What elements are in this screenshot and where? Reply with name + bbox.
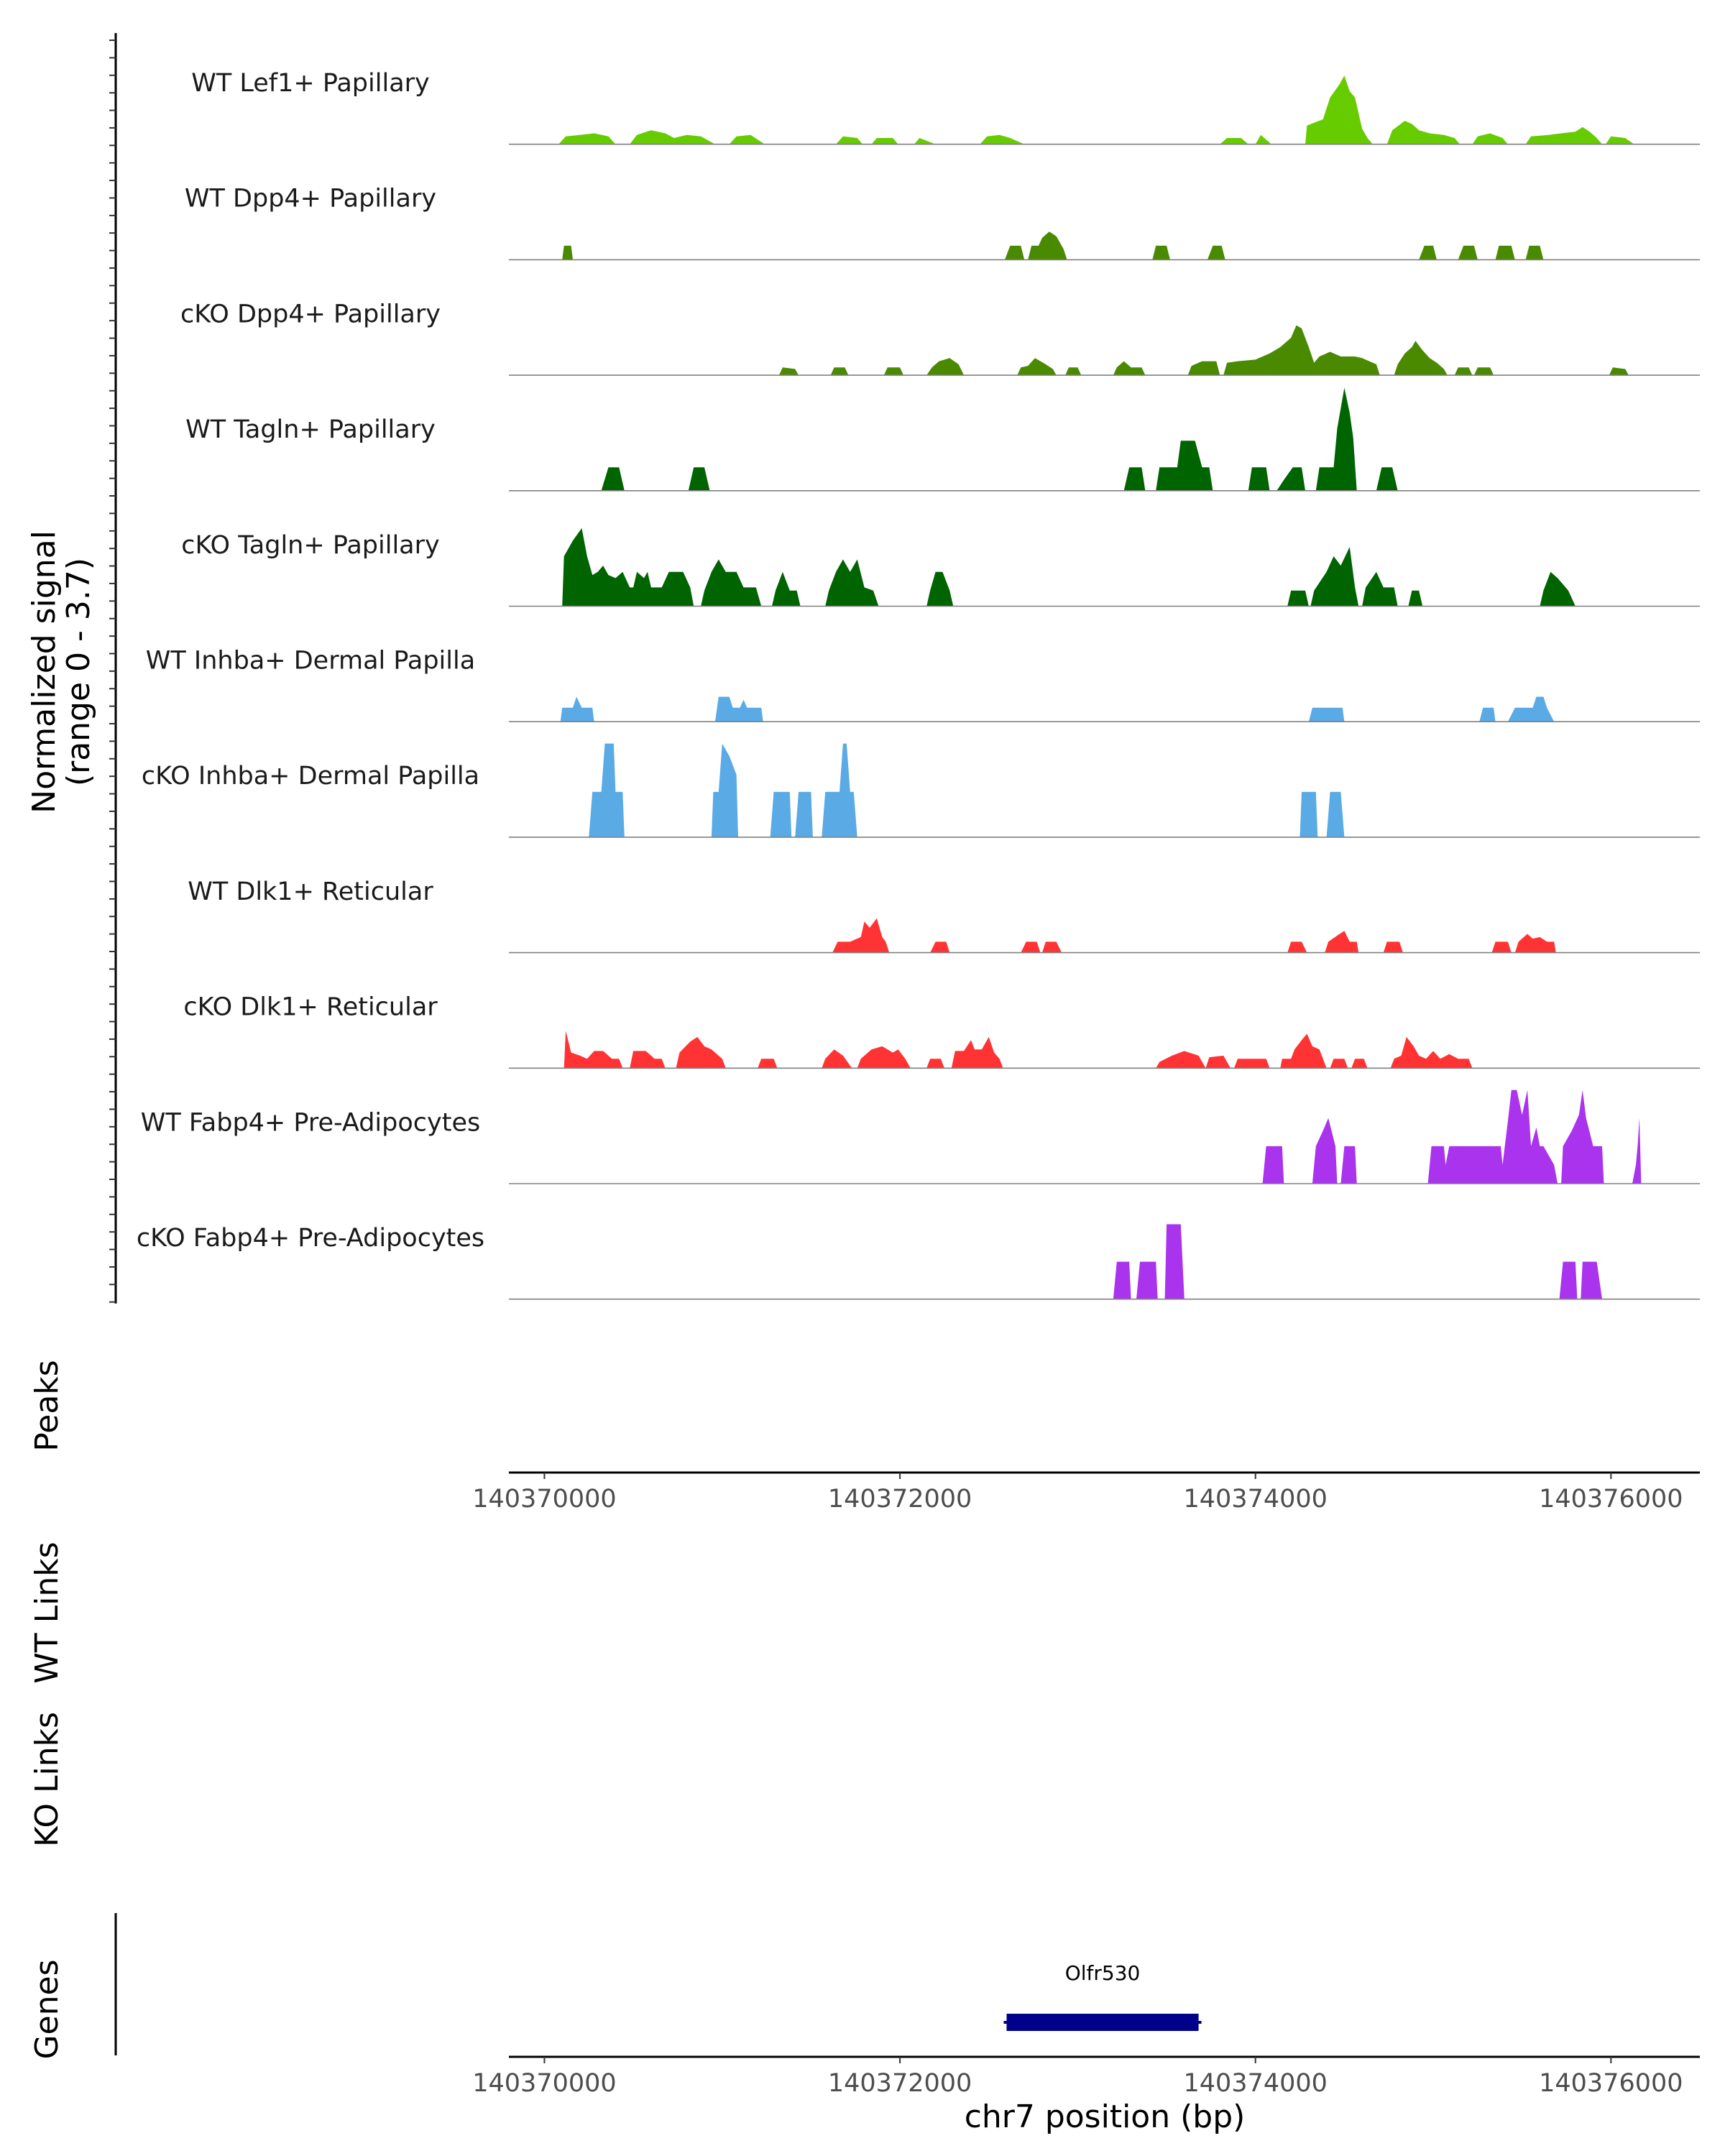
track-label: WT Lef1+ Papillary	[191, 69, 430, 98]
signal-y-axis	[109, 33, 117, 1304]
track-cko-tagln-papillary: cKO Tagln+ Papillary	[181, 528, 1700, 607]
track-wt-dpp4-papillary: WT Dpp4+ Papillary	[185, 185, 1700, 261]
wt-links-panel-label: WT Links	[29, 1542, 65, 1683]
x-tick-label: 140372000	[828, 2069, 972, 2098]
x-axis-title: chr7 position (bp)	[965, 2099, 1246, 2135]
peaks-panel-label: Peaks	[29, 1360, 65, 1451]
track-cko-fabp4-pre-adipocytes: cKO Fabp4+ Pre-Adipocytes	[137, 1224, 1700, 1300]
track-label: cKO Inhba+ Dermal Papilla	[142, 762, 479, 791]
x-tick-label: 140376000	[1539, 2069, 1683, 2098]
track-label: WT Tagln+ Papillary	[185, 415, 436, 444]
gene-track: Olfr530	[1003, 1961, 1202, 2031]
x-tick-label: 140374000	[1184, 1485, 1328, 1514]
track-label: WT Fabp4+ Pre-Adipocytes	[141, 1108, 480, 1137]
track-wt-tagln-papillary: WT Tagln+ Papillary	[185, 387, 1700, 492]
ko-links-panel-label: KO Links	[29, 1712, 65, 1847]
track-label: cKO Tagln+ Papillary	[181, 531, 440, 560]
track-label: WT Dlk1+ Reticular	[188, 877, 433, 906]
y-axis-title: Normalized signal	[26, 530, 63, 814]
genes-x-axis: 140370000 140372000 140374000 140376000	[472, 2055, 1700, 2098]
coverage-area	[589, 743, 1345, 837]
x-tick-label: 140370000	[472, 2069, 616, 2098]
track-wt-dlk1-reticular: WT Dlk1+ Reticular	[188, 877, 1700, 954]
coverage-area	[778, 325, 1629, 376]
x-tick-label: 140372000	[828, 1485, 972, 1514]
track-label: WT Inhba+ Dermal Papilla	[146, 647, 475, 676]
y-axis-range: (range 0 - 3.7)	[60, 558, 97, 786]
coverage-area	[564, 1031, 1473, 1069]
gene-olfr530: Olfr530	[1003, 1961, 1202, 2031]
track-cko-dpp4-papillary: cKO Dpp4+ Papillary	[180, 300, 1700, 376]
x-tick-label: 140370000	[472, 1485, 616, 1514]
coverage-area	[1113, 1224, 1602, 1299]
track-wt-lef1-papillary: WT Lef1+ Papillary	[191, 69, 1700, 145]
track-label: cKO Dpp4+ Papillary	[180, 300, 441, 328]
peaks-x-axis: 140370000 140372000 140374000 140376000	[472, 1471, 1700, 1514]
coverage-area	[560, 696, 1555, 722]
track-label: WT Dpp4+ Papillary	[185, 185, 436, 213]
genes-panel-label: Genes	[29, 1959, 65, 2059]
track-wt-fabp4-pre-adipocytes: WT Fabp4+ Pre-Adipocytes	[141, 1089, 1700, 1184]
coverage-area	[601, 387, 1398, 491]
x-tick-label: 140376000	[1539, 1485, 1683, 1514]
coverage-area	[562, 231, 1544, 260]
coverage-area	[558, 75, 1634, 144]
track-label: cKO Fabp4+ Pre-Adipocytes	[137, 1224, 484, 1253]
x-tick-label: 140374000	[1184, 2069, 1328, 2098]
gene-label: Olfr530	[1065, 1961, 1141, 1985]
coverage-area	[1262, 1089, 1642, 1184]
coverage-tracks: WT Lef1+ Papillary WT Dpp4+ Papillary cKO …	[137, 69, 1700, 1300]
track-cko-dlk1-reticular: cKO Dlk1+ Reticular	[183, 993, 1700, 1069]
coverage-area	[832, 918, 1556, 953]
track-wt-inhba-dermal-papilla: WT Inhba+ Dermal Papilla	[146, 647, 1700, 723]
track-label: cKO Dlk1+ Reticular	[183, 993, 438, 1022]
track-cko-inhba-dermal-papilla: cKO Inhba+ Dermal Papilla	[142, 743, 1700, 838]
coverage-area	[562, 528, 1576, 607]
